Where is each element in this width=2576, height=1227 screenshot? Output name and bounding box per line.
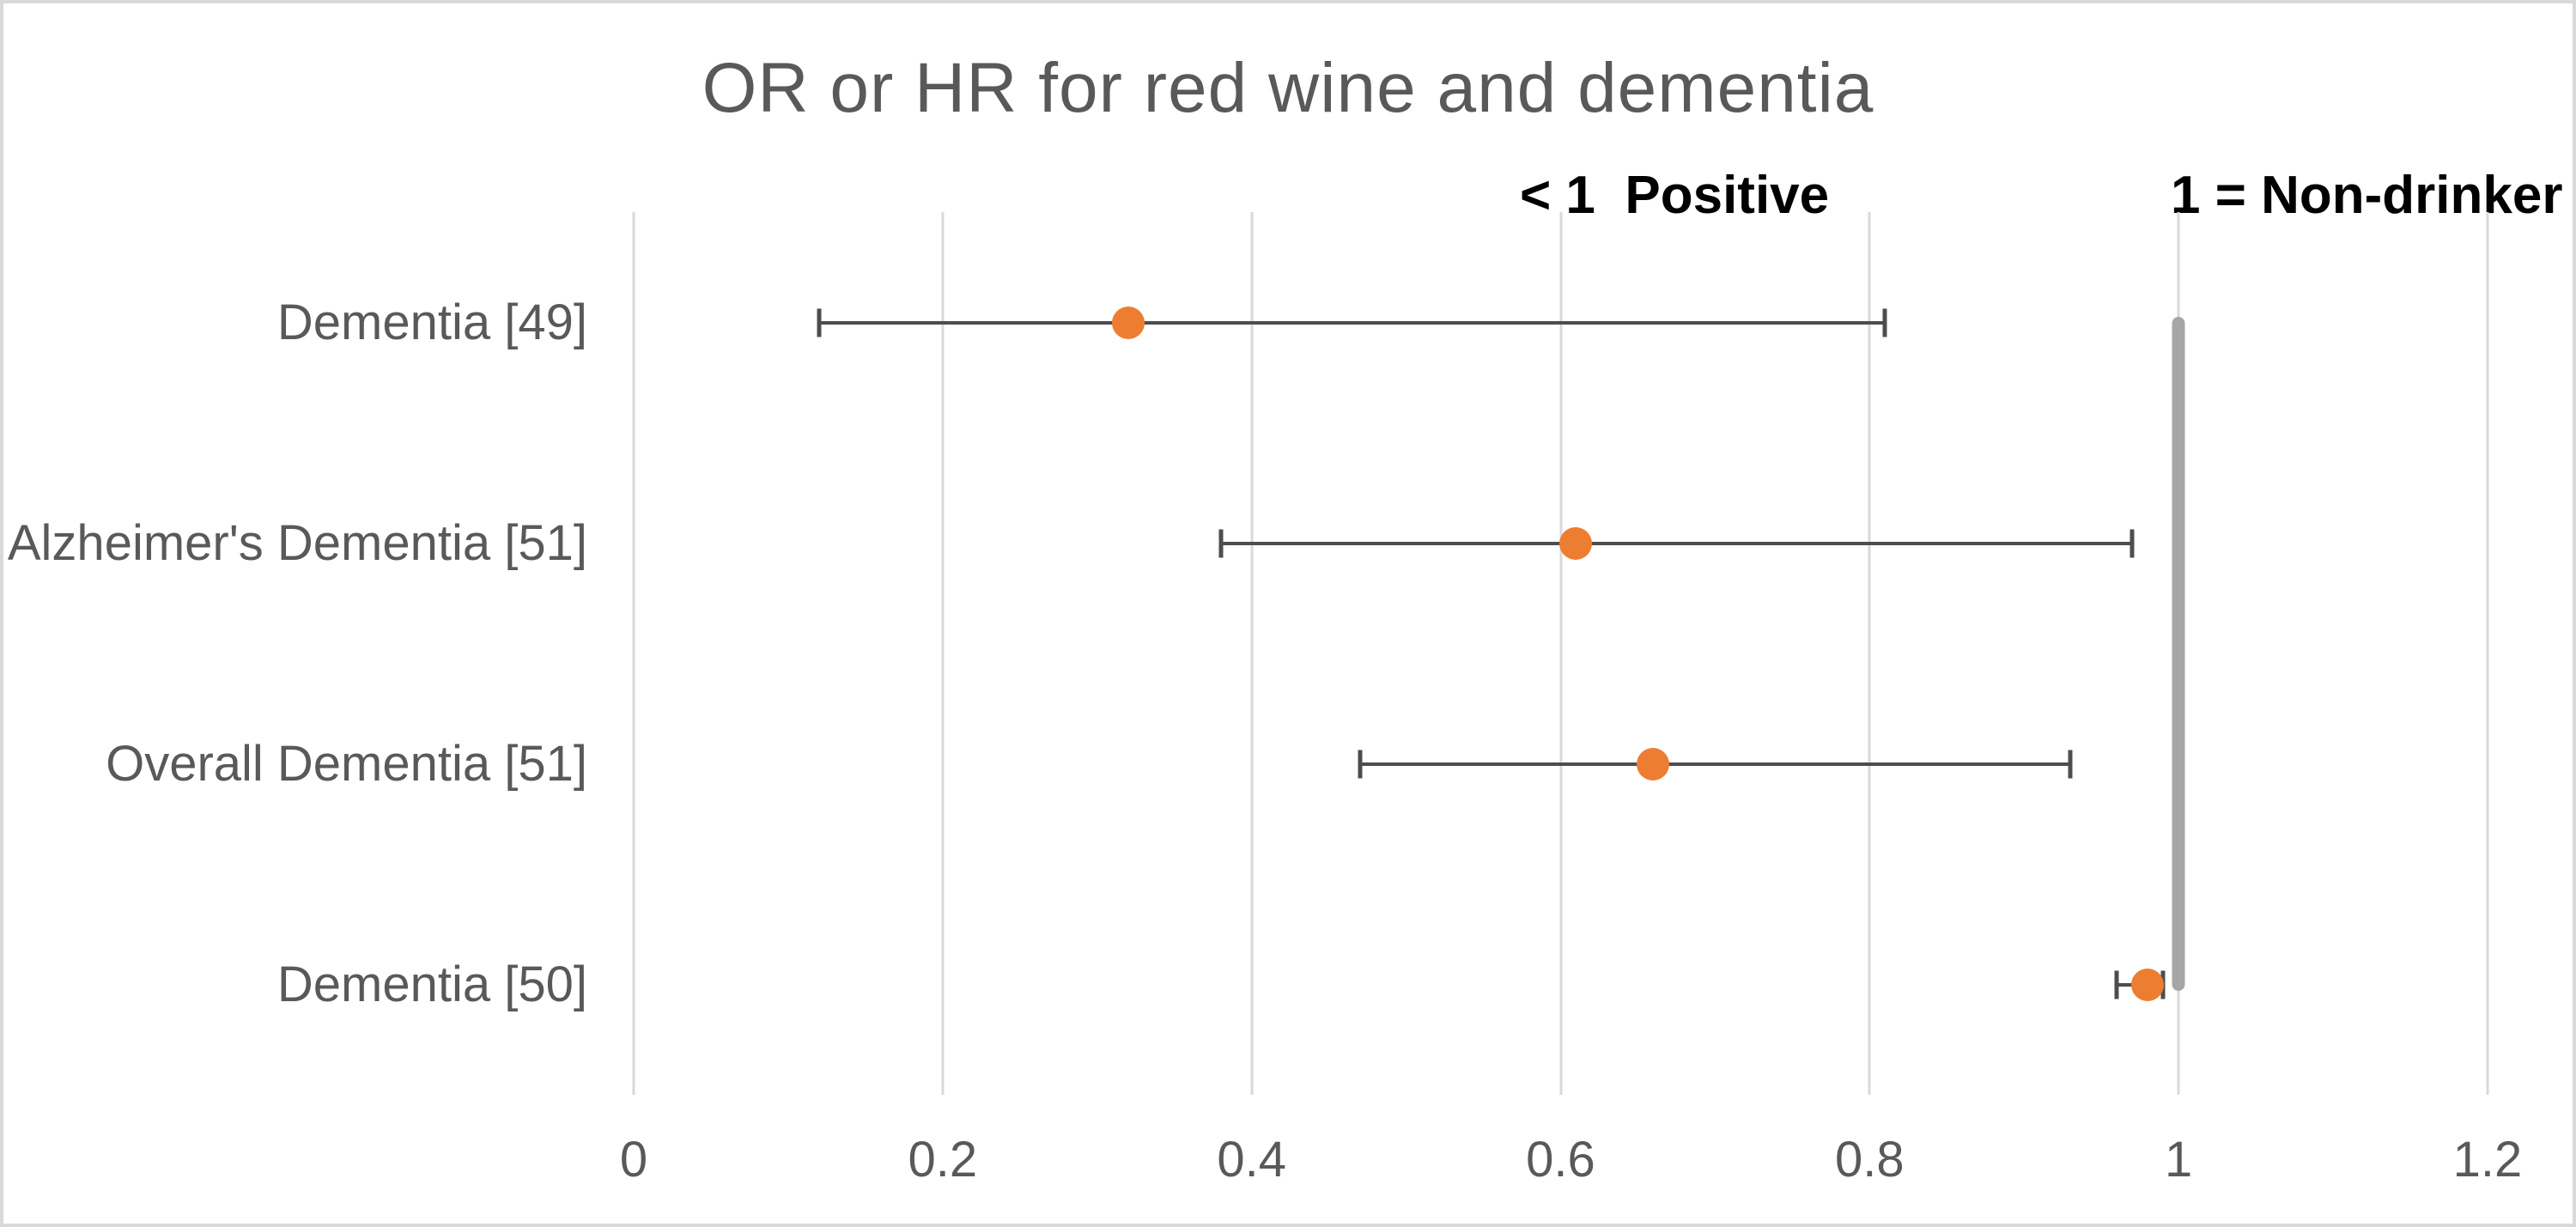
plot-area bbox=[632, 212, 2489, 1095]
category-label: Overall Dementia [51] bbox=[106, 735, 587, 792]
x-tick-label: 0 bbox=[619, 1132, 648, 1188]
gridline bbox=[2486, 212, 2489, 1095]
gridline bbox=[1868, 212, 1871, 1095]
x-tick-label: 1.2 bbox=[2452, 1132, 2523, 1188]
gridline bbox=[1250, 212, 1254, 1095]
ci-cap-low bbox=[2114, 970, 2119, 999]
data-point bbox=[1111, 306, 1145, 339]
category-label: Alzheimer's Dementia [51] bbox=[7, 514, 587, 571]
data-point bbox=[1637, 747, 1670, 781]
x-tick-label: 0.4 bbox=[1217, 1132, 1286, 1188]
gridline bbox=[941, 212, 945, 1095]
gridline bbox=[1559, 212, 1562, 1095]
ci-cap-low bbox=[1218, 529, 1224, 557]
reference-line bbox=[2172, 316, 2185, 991]
x-tick-label: 0.8 bbox=[1835, 1132, 1905, 1188]
gridline bbox=[632, 212, 635, 1095]
ci-cap-high bbox=[1882, 308, 1887, 337]
x-tick-label: 1 bbox=[2165, 1132, 2193, 1188]
ci-cap-low bbox=[817, 308, 822, 337]
x-tick-label: 0.2 bbox=[908, 1132, 978, 1188]
data-point bbox=[1559, 526, 1593, 560]
error-bar bbox=[1220, 541, 2133, 545]
category-label: Dementia [49] bbox=[276, 294, 587, 350]
annotation-positive-direction: < 1 Positive bbox=[1520, 166, 1830, 225]
category-label: Dementia [50] bbox=[276, 956, 587, 1012]
ci-cap-low bbox=[1358, 750, 1363, 778]
chart-title: OR or HR for red wine and dementia bbox=[702, 49, 1874, 127]
x-tick-label: 0.6 bbox=[1526, 1132, 1595, 1188]
ci-cap-high bbox=[2068, 750, 2073, 778]
error-bar bbox=[818, 320, 1886, 325]
data-point bbox=[2131, 968, 2165, 1001]
ci-cap-high bbox=[2129, 529, 2135, 557]
annotation-reference-meaning: 1 = Non-drinker bbox=[2171, 166, 2563, 225]
error-bar bbox=[1359, 762, 2071, 766]
